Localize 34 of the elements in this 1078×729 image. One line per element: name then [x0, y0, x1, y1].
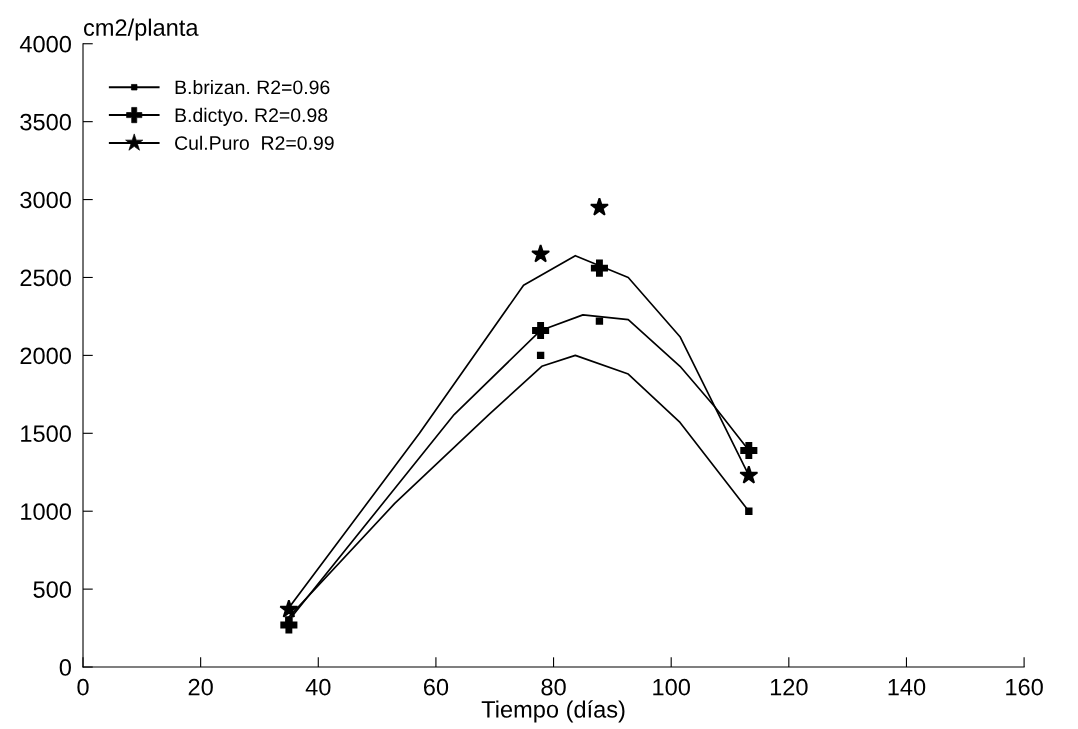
x-tick-label: 60	[423, 678, 449, 696]
y-tick-label: 1500	[21, 425, 71, 443]
y-tick-label: 3000	[20, 191, 71, 209]
legend-label: Cul.Puro R2=0.99	[175, 135, 334, 150]
point	[280, 616, 298, 634]
point	[739, 465, 759, 484]
point	[532, 321, 550, 339]
x-tick-label: 20	[188, 678, 213, 696]
legend-label: B.brizan. R2=0.96	[175, 79, 330, 95]
x-tick-label: 40	[305, 678, 331, 696]
point	[595, 317, 604, 325]
y-tick-label: 500	[33, 581, 71, 598]
y-tick-label: 3500	[20, 113, 71, 131]
y-axis-title: cm2/planta	[84, 18, 199, 41]
point	[740, 441, 758, 459]
point	[590, 259, 608, 277]
x-tick-label: 100	[653, 678, 690, 696]
point	[589, 197, 609, 216]
y-tick-label: 1000	[21, 503, 71, 520]
x-tick-label: 140	[888, 678, 926, 696]
x-tick-label: 120	[770, 678, 808, 696]
y-tick-label: 2500	[20, 269, 71, 287]
x-tick-label: 160	[1006, 678, 1043, 696]
point	[531, 244, 551, 263]
x-tick-label: 80	[541, 678, 566, 696]
y-tick-label: 2000	[20, 347, 71, 365]
point	[279, 599, 299, 618]
point	[536, 351, 545, 360]
y-tick-label: 0	[59, 659, 71, 676]
x-tick-label: 0	[77, 678, 89, 696]
y-tick-label: 4000	[19, 35, 71, 53]
x-axis-title: Tiempo (días)	[481, 700, 625, 723]
point	[745, 507, 753, 515]
legend-label: B.dictyo. R2=0.98	[175, 107, 328, 126]
